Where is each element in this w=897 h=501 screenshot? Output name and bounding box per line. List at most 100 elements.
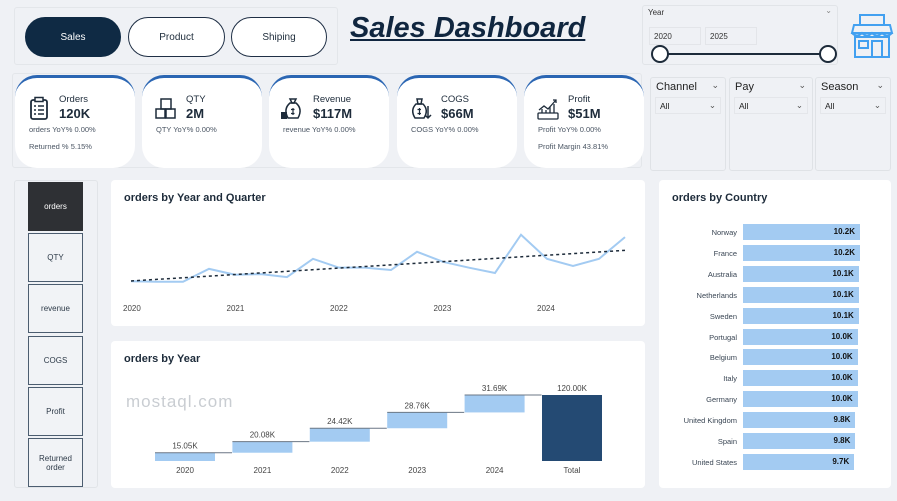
waterfall-bar [309, 428, 370, 442]
data-label: 9.8K [833, 436, 851, 445]
country-bar: 10.0K [743, 349, 858, 366]
measure-button-revenue[interactable]: revenue [28, 284, 83, 334]
country-bar: 10.2K [743, 244, 860, 261]
year-slider-start-handle[interactable] [651, 45, 669, 63]
measure-button-orders[interactable]: orders [28, 182, 83, 231]
data-label: 10.1K [832, 289, 854, 299]
x-tick-label: 2021 [227, 304, 245, 313]
data-label: 10.0K [831, 331, 853, 341]
kpi-name: COGS [441, 94, 469, 105]
data-label: 9.7K [832, 456, 850, 466]
watermark: mostaql.com [126, 392, 234, 411]
data-label: 10.1K [832, 268, 854, 278]
pay-label: Pay [735, 81, 754, 93]
country-label: Italy [723, 374, 737, 384]
x-tick-label: Total [564, 466, 581, 475]
data-label: 10.1K [832, 310, 854, 320]
kpi-value: 120K [59, 106, 91, 121]
kpi-name: Orders [59, 94, 89, 105]
year-slider-track[interactable] [661, 53, 829, 55]
season-dropdown[interactable]: All ⌄ [820, 97, 886, 114]
country-bar: 10.1K [743, 265, 859, 282]
country-label: United States [691, 457, 737, 467]
country-bar: 9.7K [743, 453, 855, 470]
boxes-icon [155, 98, 176, 119]
country-label: Belgium [709, 353, 737, 363]
store-icon [850, 14, 894, 58]
kpi-yoy: orders YoY% 0.00% [29, 125, 96, 134]
kpi-card-qty: QTY 2M QTY YoY% 0.00% [142, 75, 262, 168]
data-label: 28.76K [405, 401, 431, 410]
channel-dropdown[interactable]: All ⌄ [655, 97, 721, 114]
season-label: Season [821, 81, 859, 93]
waterfall-bar [387, 412, 448, 429]
kpi-secondary: Returned % 5.15% [29, 142, 92, 151]
measure-button-qty[interactable]: QTY [28, 233, 83, 283]
dollar-bag-icon [412, 98, 432, 120]
waterfall-bar [155, 452, 215, 461]
kpi-name: Profit [568, 94, 591, 105]
kpi-card-orders: Orders 120K orders YoY% 0.00% Returned %… [15, 75, 135, 168]
kpi-name: Revenue [313, 94, 352, 105]
chevron-down-icon[interactable]: ⌄ [825, 6, 832, 15]
channel-value: All [660, 101, 670, 111]
country-bar: 10.1K [743, 307, 859, 324]
chevron-down-icon[interactable]: ⌄ [798, 80, 806, 90]
x-tick-label: 2024 [486, 466, 504, 475]
chevron-down-icon: ⌄ [873, 100, 881, 110]
chevron-down-icon[interactable]: ⌄ [876, 80, 884, 90]
x-tick-label: 2024 [537, 304, 555, 313]
measure-button-profit[interactable]: Profit [28, 386, 83, 436]
page-title: Sales Dashboard [350, 12, 586, 44]
data-label: 10.0K [831, 373, 853, 383]
tab-product[interactable]: Product [128, 17, 225, 57]
country-label: Netherlands [696, 290, 737, 300]
data-label: 10.0K [831, 352, 853, 362]
kpi-value: 2M [186, 106, 205, 121]
year-slicer: Year ⌄ 2020 2025 [642, 5, 838, 65]
country-bar: 10.0K [743, 391, 858, 408]
season-slicer: Season ⌄ All ⌄ [815, 77, 891, 171]
page-nav: Sales Product Shiping [14, 7, 338, 65]
data-label: 9.8K [833, 415, 851, 425]
tab-shiping[interactable]: Shiping [231, 17, 327, 57]
country-label: United Kingdom [683, 416, 737, 426]
kpi-yoy: QTY YoY% 0.00% [156, 125, 217, 134]
year-label: Year [648, 8, 665, 17]
channel-slicer: Channel ⌄ All ⌄ [650, 77, 726, 171]
year-from-input[interactable]: 2020 [649, 27, 701, 45]
x-tick-label: 2020 [176, 466, 194, 475]
year-to-input[interactable]: 2025 [705, 27, 757, 45]
data-label: 15.05K [172, 442, 198, 451]
chevron-down-icon[interactable]: ⌄ [711, 80, 719, 90]
country-bar: 10.2K [743, 224, 860, 240]
clipboard-icon [30, 96, 48, 120]
orders-by-quarter-card: orders by Year and Quarter [111, 180, 645, 326]
country-bar: 10.1K [743, 286, 859, 303]
pay-dropdown[interactable]: All ⌄ [734, 97, 808, 114]
country-label: Portugal [709, 332, 737, 342]
season-value: All [825, 101, 835, 111]
data-label: 31.69K [482, 384, 508, 393]
measure-button-cogs[interactable]: COGS [28, 335, 83, 385]
chevron-down-icon: ⌄ [795, 100, 803, 110]
data-label: 10.2K [833, 247, 855, 257]
kpi-card-profit: Profit $51M Profit YoY% 0.00% Profit Mar… [524, 75, 644, 168]
country-bar: 10.0K [743, 328, 858, 345]
x-tick-label: 2020 [123, 304, 141, 313]
pay-slicer: Pay ⌄ All ⌄ [729, 77, 813, 171]
country-label: Sweden [709, 311, 737, 321]
tab-sales[interactable]: Sales [25, 17, 121, 57]
year-slider-end-handle[interactable] [819, 45, 837, 63]
waterfall-bar [232, 441, 293, 453]
country-label: Germany [706, 395, 737, 405]
x-tick-label: 2023 [434, 304, 452, 313]
x-tick-label: 2022 [331, 466, 349, 475]
measure-button-returned-order[interactable]: Returned order [28, 438, 83, 487]
chart-title: orders by Year [124, 353, 201, 365]
kpi-value: $117M [313, 106, 353, 121]
chevron-down-icon: ⌄ [708, 100, 716, 110]
profit-chart-icon [537, 99, 559, 120]
